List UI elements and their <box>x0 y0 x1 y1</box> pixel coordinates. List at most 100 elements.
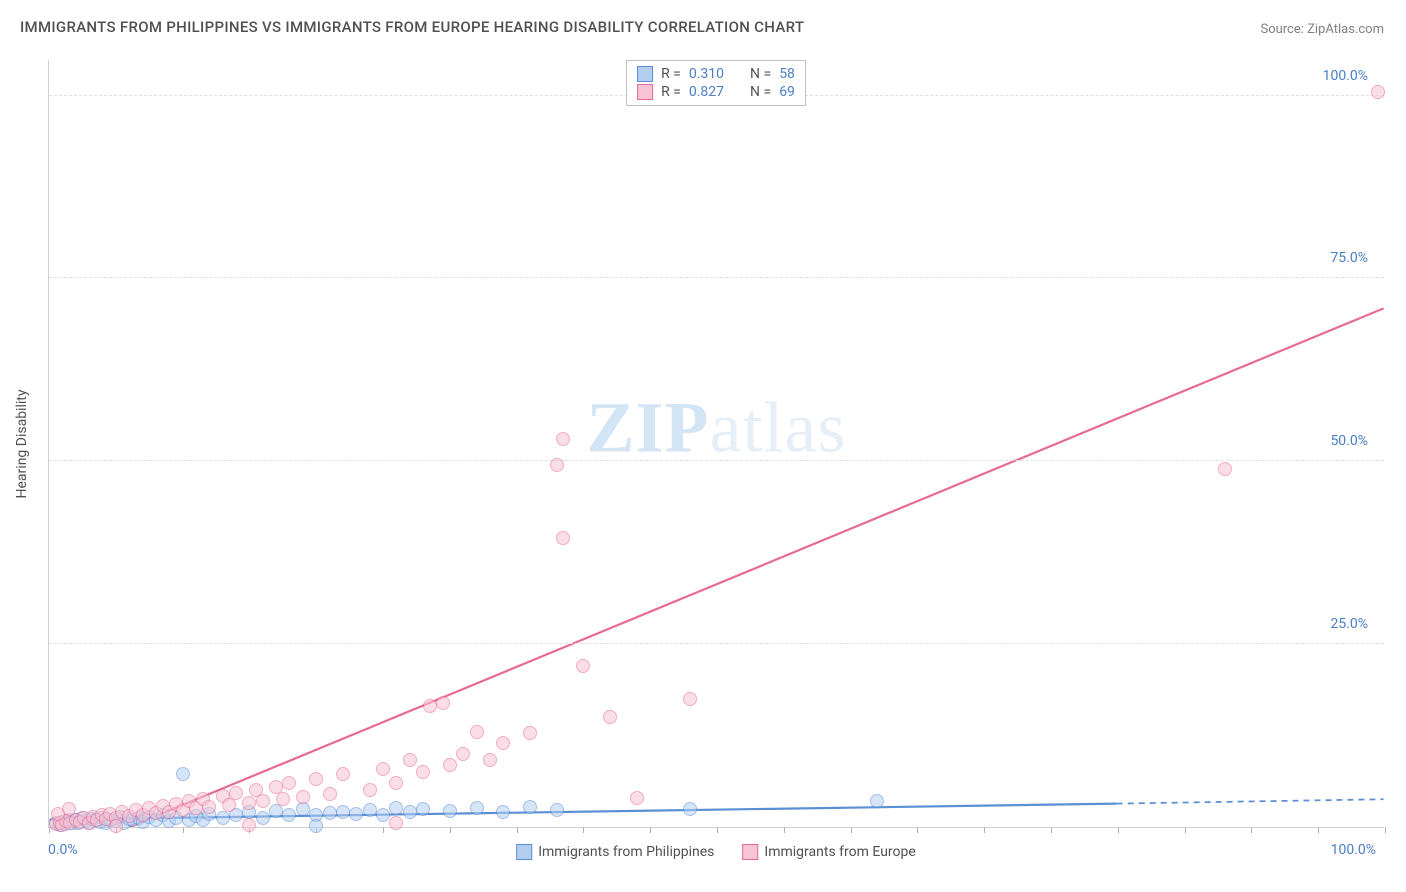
data-point <box>470 801 484 815</box>
legend-n-label: N = <box>750 84 771 100</box>
legend-swatch <box>637 66 653 82</box>
data-point <box>256 794 270 808</box>
data-point <box>456 747 470 761</box>
legend-swatch <box>637 84 653 100</box>
gridline <box>49 277 1384 278</box>
y-tick-label: 50.0% <box>1324 431 1374 451</box>
x-axis-label-max: 100.0% <box>1331 842 1376 858</box>
y-tick-label: 25.0% <box>1324 614 1374 634</box>
data-point <box>436 696 450 710</box>
legend-r-label: R = <box>661 66 681 82</box>
trend-lines <box>49 60 1384 827</box>
source-attribution: Source: ZipAtlas.com <box>1260 22 1384 37</box>
data-point <box>496 805 510 819</box>
watermark: ZIPatlas <box>587 387 847 470</box>
data-point <box>216 811 230 825</box>
data-point <box>416 765 430 779</box>
x-tick <box>183 827 184 833</box>
data-point <box>870 794 884 808</box>
data-point <box>323 806 337 820</box>
chart-title: IMMIGRANTS FROM PHILIPPINES VS IMMIGRANT… <box>20 18 804 36</box>
series-legend: Immigrants from Philippines Immigrants fr… <box>516 844 916 860</box>
data-point <box>276 792 290 806</box>
data-point <box>1218 462 1232 476</box>
data-point <box>443 804 457 818</box>
x-tick <box>1251 827 1252 833</box>
data-point <box>1371 85 1385 99</box>
data-point <box>603 710 617 724</box>
watermark-light: atlas <box>710 388 847 468</box>
legend-row: R = 0.310N = 58 <box>637 65 795 83</box>
legend-n-value: 69 <box>779 84 795 100</box>
data-point <box>389 801 403 815</box>
legend-item: Immigrants from Philippines <box>516 844 714 860</box>
data-point <box>242 796 256 810</box>
data-point <box>51 807 65 821</box>
data-point <box>282 808 296 822</box>
x-tick <box>717 827 718 833</box>
watermark-bold: ZIP <box>587 388 710 468</box>
data-point <box>323 787 337 801</box>
data-point <box>630 791 644 805</box>
data-point <box>296 790 310 804</box>
data-point <box>282 776 296 790</box>
data-point <box>550 458 564 472</box>
x-tick <box>517 827 518 833</box>
data-point <box>349 807 363 821</box>
chart-area: Hearing Disability ZIPatlas 25.0%50.0%75… <box>48 60 1384 828</box>
data-point <box>176 767 190 781</box>
legend-n-label: N = <box>750 66 771 82</box>
legend-label: Immigrants from Europe <box>764 844 915 860</box>
x-tick <box>984 827 985 833</box>
x-tick <box>1318 827 1319 833</box>
data-point <box>683 802 697 816</box>
data-point <box>470 725 484 739</box>
data-point <box>376 762 390 776</box>
data-point <box>496 736 510 750</box>
x-axis-label-min: 0.0% <box>48 842 78 858</box>
legend-label: Immigrants from Philippines <box>538 844 714 860</box>
legend-r-value: 0.827 <box>689 84 724 100</box>
x-tick <box>784 827 785 833</box>
trend-line <box>129 308 1383 827</box>
x-tick <box>450 827 451 833</box>
y-axis-title: Hearing Disability <box>14 390 30 499</box>
data-point <box>523 726 537 740</box>
legend-item: Immigrants from Europe <box>742 844 915 860</box>
data-point <box>309 819 323 833</box>
x-tick <box>1118 827 1119 833</box>
legend-r-label: R = <box>661 84 681 100</box>
x-tick <box>1051 827 1052 833</box>
data-point <box>229 786 243 800</box>
data-point <box>109 819 123 833</box>
x-tick <box>383 827 384 833</box>
gridline <box>49 460 1384 461</box>
data-point <box>363 783 377 797</box>
x-tick <box>650 827 651 833</box>
data-point <box>336 805 350 819</box>
data-point <box>376 808 390 822</box>
y-tick-label: 75.0% <box>1324 248 1374 268</box>
x-tick <box>1385 827 1386 833</box>
correlation-legend: R = 0.310N = 58R = 0.827N = 69 <box>626 60 806 106</box>
trend-line-extrapolated <box>1117 799 1384 803</box>
data-point <box>256 811 270 825</box>
legend-row: R = 0.827 N = 69 <box>637 83 795 101</box>
data-point <box>556 531 570 545</box>
data-point <box>403 753 417 767</box>
x-tick <box>1185 827 1186 833</box>
data-point <box>363 803 377 817</box>
data-point <box>483 753 497 767</box>
data-point <box>296 802 310 816</box>
scatter-plot: ZIPatlas 25.0%50.0%75.0%100.0% <box>48 60 1384 828</box>
data-point <box>309 772 323 786</box>
legend-r-value: 0.310 <box>689 66 724 82</box>
data-point <box>556 432 570 446</box>
data-point <box>336 767 350 781</box>
x-tick <box>851 827 852 833</box>
gridline <box>49 643 1384 644</box>
data-point <box>389 816 403 830</box>
data-point <box>683 692 697 706</box>
data-point <box>389 776 403 790</box>
data-point <box>576 659 590 673</box>
